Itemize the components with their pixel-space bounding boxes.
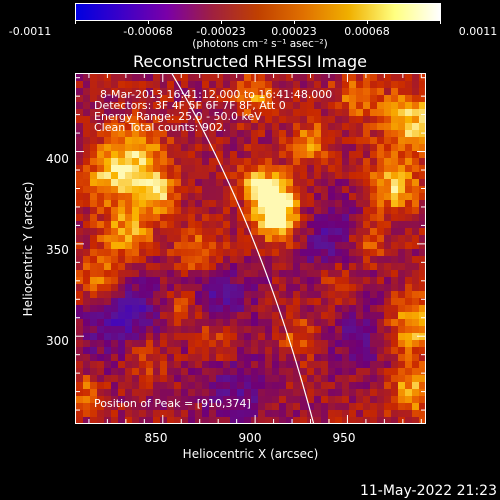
x-tick-label: 900 [238, 431, 262, 445]
plot-timestamp: 11-May-2022 21:23 [359, 483, 497, 499]
y-tick-label: 400 [46, 152, 69, 166]
x-axis-label: Heliocentric X (arcsec) [182, 447, 319, 461]
colorbar-tickmark [367, 20, 368, 24]
time-range-annotation: 8-Mar-2013 16:41:12.000 to 16:41:48.000 [100, 88, 333, 101]
y-axis-label: Heliocentric Y (arcsec) [21, 181, 35, 317]
colorbar-tick-label: 0.0011 [458, 25, 498, 38]
colorbar-units: (photons cm⁻² s⁻¹ asec⁻²) [192, 38, 328, 50]
peak-position-annotation: Position of Peak = [910,374] [94, 397, 251, 410]
colorbar-tickmark [294, 20, 295, 24]
heatmap-cells [76, 74, 425, 423]
solar-limb-line [171, 74, 315, 423]
colorbar-tick-label: -0.00068 [123, 25, 173, 38]
colorbar-tickmark [148, 20, 149, 24]
x-tick-label: 850 [144, 431, 168, 445]
y-tick-label: 300 [46, 334, 69, 348]
colorbar-tick-label: 0.00068 [344, 25, 390, 38]
rhessi-image [75, 73, 426, 424]
axis-ticks [76, 74, 425, 423]
colorbar-tickmark [75, 20, 76, 24]
colorbar-tickmark [440, 20, 441, 24]
heatmap-canvas [76, 74, 425, 423]
energy-range-annotation: Energy Range: 25.0 - 50.0 keV [94, 110, 262, 123]
colorbar-tick-label: 0.00023 [271, 25, 317, 38]
y-tick-label: 350 [46, 243, 69, 257]
colorbar [75, 3, 441, 21]
colorbar-tick-label: -0.0011 [8, 25, 52, 38]
x-tick-label: 950 [332, 431, 356, 445]
colorbar-tick-label: -0.00023 [196, 25, 246, 38]
clean-counts-annotation: Clean Total counts: 902. [94, 121, 227, 134]
detectors-annotation: Detectors: 3F 4F 5F 6F 7F 8F, Att 0 [94, 99, 286, 112]
image-title: Reconstructed RHESSI Image [133, 52, 367, 71]
colorbar-tickmark [221, 20, 222, 24]
